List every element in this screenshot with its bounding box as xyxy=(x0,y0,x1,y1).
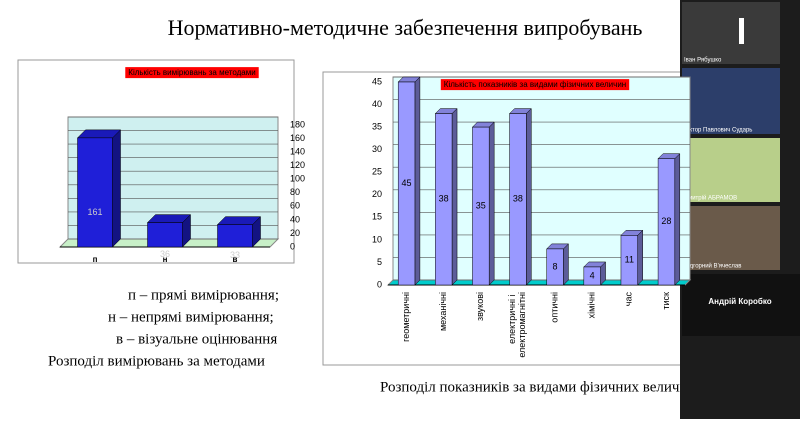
bar xyxy=(583,266,601,286)
slide-title: Нормативно-методичне забезпечення випроб… xyxy=(168,15,643,40)
participant-name: Дмитрій АБРАМОВ xyxy=(684,195,737,202)
bar-top xyxy=(76,129,122,139)
y-tick-label: 10 xyxy=(372,234,382,244)
x-tick-label: п xyxy=(93,255,98,264)
data-label: 38 xyxy=(439,194,449,204)
data-label: 38 xyxy=(513,194,523,204)
bar-side xyxy=(637,229,643,286)
bar xyxy=(217,224,253,248)
x-tick-label: в xyxy=(233,255,238,264)
chart-title: Кількість показників за видами фізичних … xyxy=(444,80,626,89)
bar-side xyxy=(526,107,532,286)
video-tile[interactable] xyxy=(682,68,780,134)
y-tick-label: 40 xyxy=(372,99,382,109)
participant-name: Іван Рябушко xyxy=(684,58,722,64)
avatar-icon xyxy=(739,18,744,44)
y-tick-label: 180 xyxy=(290,119,305,129)
data-label: 36 xyxy=(160,249,170,259)
y-tick-label: 60 xyxy=(290,201,300,211)
y-tick-label: 35 xyxy=(372,121,382,131)
bar-side xyxy=(488,121,495,286)
y-tick-label: 20 xyxy=(290,228,300,238)
data-label: 161 xyxy=(87,207,102,217)
y-tick-label: 140 xyxy=(290,146,305,156)
data-label: 35 xyxy=(476,200,486,210)
bar-side xyxy=(451,107,458,286)
x-tick-label: н xyxy=(163,255,168,264)
plot-floor xyxy=(386,279,692,286)
chart-title-box xyxy=(440,79,630,91)
chart-title-box xyxy=(125,67,259,79)
data-label: 8 xyxy=(553,261,558,271)
y-tick-label: 40 xyxy=(290,214,300,224)
y-tick-label: 0 xyxy=(290,241,295,251)
video-tile[interactable] xyxy=(682,2,780,64)
bar xyxy=(147,222,183,248)
caption: Розподіл вимірювань за методами xyxy=(48,353,265,369)
x-tick-label: механічні xyxy=(438,292,448,331)
x-tick-label: геометричні xyxy=(401,292,411,342)
bar-side xyxy=(674,153,681,286)
data-label: 4 xyxy=(590,270,595,280)
data-label: 11 xyxy=(625,255,634,265)
y-tick-label: 25 xyxy=(372,167,382,177)
participant-name: Андрій Коробко xyxy=(708,297,771,306)
bar xyxy=(472,126,490,286)
data-label: 33 xyxy=(230,250,240,260)
label-line: електромагнітні xyxy=(517,292,527,358)
participant-name: Віктор Павлович Сударь xyxy=(684,128,752,134)
bar-side xyxy=(112,129,121,248)
y-tick-label: 5 xyxy=(377,257,382,267)
video-tile[interactable] xyxy=(682,274,800,336)
data-label: 28 xyxy=(661,216,671,226)
x-tick-label: хімічні xyxy=(587,292,597,318)
x-tick-label: тиск xyxy=(661,292,671,310)
caption: н – непрямі вимірювання; xyxy=(108,309,274,325)
chart-title: Кількість вимірювань за методами xyxy=(128,68,255,77)
bar xyxy=(509,113,527,286)
bar-top xyxy=(216,216,262,225)
caption: в – візуальне оцінювання xyxy=(116,331,277,347)
bar xyxy=(77,137,113,248)
bar-side xyxy=(563,243,569,286)
y-tick-label: 160 xyxy=(290,133,305,143)
data-label: 45 xyxy=(402,178,412,188)
x-tick-label: звукові xyxy=(475,292,485,321)
y-tick-label: 120 xyxy=(290,160,305,170)
participant-names: Іван Рябушко Віктор Павлович Сударь Дмит… xyxy=(684,58,772,307)
participant-name: Підгорний В'ячеслав xyxy=(684,263,741,270)
caption: Розподіл показників за видами фізичних в… xyxy=(380,379,696,395)
bar xyxy=(546,248,564,286)
y-tick-label: 20 xyxy=(372,189,382,199)
video-tile[interactable] xyxy=(682,206,780,270)
y-tick-label: 15 xyxy=(372,212,382,222)
label-line: електричні і xyxy=(507,292,517,344)
y-tick-label: 45 xyxy=(372,76,382,86)
bar xyxy=(435,113,453,286)
y-tick-label: 80 xyxy=(290,187,300,197)
bar xyxy=(657,158,676,286)
bar xyxy=(620,235,638,286)
video-tile[interactable] xyxy=(682,138,780,202)
bar-side xyxy=(414,76,421,286)
y-tick-label: 30 xyxy=(372,144,382,154)
bar-top xyxy=(146,214,192,223)
x-tick-label: електричні і електромагнітні xyxy=(507,292,527,358)
bar xyxy=(397,81,416,286)
y-tick-label: 100 xyxy=(290,174,305,184)
x-tick-label: час xyxy=(624,292,634,307)
x-tick-label: оптичні xyxy=(549,292,559,323)
y-tick-label: 0 xyxy=(377,279,382,289)
caption: п – прямі вимірювання; xyxy=(128,287,279,303)
captions: п – прямі вимірювання; н – непрямі вимір… xyxy=(48,287,696,395)
